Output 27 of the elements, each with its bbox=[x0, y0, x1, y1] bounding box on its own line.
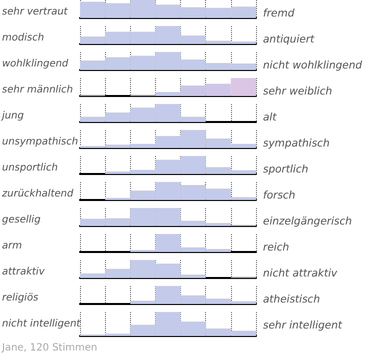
y-axis-title: unsympathisch bbox=[2, 136, 78, 148]
y-axis-title: sehr vertraut bbox=[2, 6, 69, 18]
y-axis-title: unsportlich bbox=[2, 162, 58, 174]
text: Jane, 120 Stimmen bbox=[1, 342, 98, 354]
y2-axis-title: antiquiert bbox=[263, 34, 316, 46]
y2-axis-title: alt bbox=[263, 112, 278, 124]
y2-axis-title: reich bbox=[263, 242, 290, 254]
y2-axis-title: einzelgängerisch bbox=[263, 216, 352, 228]
y2-axis-title: sympathisch bbox=[263, 138, 330, 150]
y2-axis-title: forsch bbox=[263, 190, 296, 202]
y-axis-title: modisch bbox=[2, 32, 44, 44]
y-axis-title: jung bbox=[0, 110, 24, 122]
y-axis-title: attraktiv bbox=[2, 266, 46, 278]
y-axis-title: nicht intelligent bbox=[2, 318, 82, 330]
y2-axis-title: fremd bbox=[263, 8, 295, 20]
y2-axis-title: atheistisch bbox=[263, 294, 320, 306]
y-axis-title: zurückhaltend bbox=[1, 188, 74, 200]
y2-axis-title: nicht attraktiv bbox=[263, 268, 338, 280]
y-axis-title: wohlklingend bbox=[2, 58, 69, 70]
y-axis-title: gesellig bbox=[2, 214, 41, 226]
y2-axis-title: sehr intelligent bbox=[263, 320, 343, 332]
y-axis-title: religiös bbox=[2, 292, 38, 304]
y2-axis-title: sportlich bbox=[263, 164, 308, 176]
y-axis-title: arm bbox=[2, 240, 22, 252]
y2-axis-title: sehr weiblich bbox=[263, 86, 332, 98]
y2-axis-title: nicht wohlklingend bbox=[263, 60, 362, 72]
y-axis-title: sehr männlich bbox=[2, 84, 73, 96]
